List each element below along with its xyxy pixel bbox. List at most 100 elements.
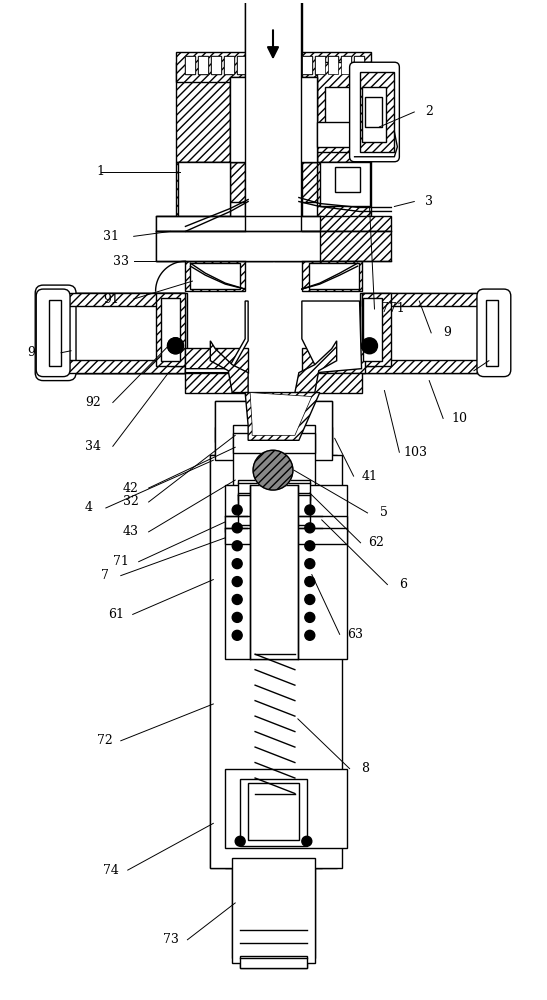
- Bar: [276, 56, 286, 74]
- Bar: [300, 843, 322, 868]
- Bar: [56, 293, 185, 305]
- Bar: [289, 56, 299, 74]
- Bar: [199, 56, 208, 74]
- Bar: [155, 231, 245, 261]
- Bar: [211, 56, 222, 74]
- Bar: [216, 427, 247, 442]
- Bar: [199, 56, 208, 74]
- Text: 3: 3: [425, 195, 433, 208]
- Polygon shape: [302, 301, 362, 373]
- Text: 92: 92: [85, 396, 101, 409]
- Circle shape: [232, 523, 242, 533]
- Text: 63: 63: [347, 628, 364, 641]
- Polygon shape: [295, 341, 336, 393]
- Bar: [232, 858, 315, 963]
- Bar: [224, 56, 234, 74]
- Circle shape: [232, 559, 242, 569]
- Bar: [341, 56, 351, 74]
- Bar: [185, 348, 248, 373]
- Text: 71: 71: [113, 555, 129, 568]
- FancyBboxPatch shape: [36, 289, 70, 377]
- Bar: [300, 863, 315, 958]
- Bar: [317, 62, 371, 152]
- Bar: [233, 425, 243, 437]
- Circle shape: [305, 630, 315, 640]
- Bar: [190, 263, 240, 289]
- Bar: [317, 216, 392, 231]
- Bar: [225, 485, 347, 659]
- Bar: [49, 300, 61, 366]
- Text: 7: 7: [101, 569, 109, 582]
- Bar: [300, 440, 322, 455]
- Text: 9: 9: [443, 326, 451, 339]
- Text: 6: 6: [399, 578, 408, 591]
- Bar: [486, 300, 498, 366]
- Text: 41: 41: [362, 470, 377, 483]
- Bar: [230, 77, 317, 162]
- Bar: [364, 97, 382, 127]
- Text: 42: 42: [123, 482, 139, 495]
- Bar: [185, 56, 195, 74]
- Bar: [300, 427, 331, 442]
- Bar: [341, 56, 351, 74]
- Bar: [225, 516, 238, 528]
- Circle shape: [235, 836, 245, 846]
- Circle shape: [305, 595, 315, 604]
- Bar: [317, 122, 357, 147]
- Bar: [302, 231, 392, 261]
- Circle shape: [232, 630, 242, 640]
- Bar: [263, 56, 273, 74]
- Text: 43: 43: [123, 525, 139, 538]
- Bar: [225, 528, 347, 544]
- Bar: [315, 56, 325, 74]
- Circle shape: [305, 612, 315, 622]
- FancyBboxPatch shape: [477, 289, 511, 377]
- Text: 62: 62: [369, 536, 385, 549]
- Bar: [238, 480, 310, 500]
- Text: 912: 912: [477, 364, 501, 377]
- Bar: [274, 62, 299, 162]
- Bar: [178, 162, 230, 216]
- Circle shape: [253, 450, 293, 490]
- Circle shape: [305, 559, 315, 569]
- Bar: [225, 440, 247, 455]
- Bar: [233, 425, 315, 500]
- Bar: [161, 298, 181, 361]
- Bar: [305, 425, 315, 437]
- Bar: [43, 293, 188, 373]
- Bar: [185, 56, 195, 74]
- Text: 8: 8: [362, 762, 370, 775]
- Text: 72: 72: [97, 734, 113, 747]
- Text: 73: 73: [162, 933, 178, 946]
- Bar: [315, 56, 325, 74]
- Bar: [300, 483, 310, 495]
- Circle shape: [305, 577, 315, 587]
- Bar: [225, 774, 247, 848]
- Bar: [299, 162, 317, 202]
- Circle shape: [232, 505, 242, 515]
- Circle shape: [305, 505, 315, 515]
- Bar: [66, 303, 181, 363]
- Bar: [300, 485, 322, 659]
- Bar: [302, 56, 312, 74]
- Bar: [300, 774, 322, 848]
- Bar: [230, 162, 248, 202]
- Bar: [237, 56, 247, 74]
- Polygon shape: [211, 341, 248, 393]
- Bar: [295, 779, 307, 846]
- Circle shape: [302, 836, 312, 846]
- Bar: [325, 87, 350, 127]
- Bar: [248, 62, 273, 162]
- Bar: [317, 162, 371, 221]
- Bar: [211, 455, 235, 868]
- Bar: [171, 300, 185, 366]
- Polygon shape: [245, 393, 320, 440]
- Text: 771: 771: [381, 302, 404, 315]
- Bar: [250, 56, 260, 74]
- Bar: [362, 300, 376, 366]
- Circle shape: [232, 612, 242, 622]
- Bar: [155, 293, 185, 366]
- Bar: [302, 261, 362, 291]
- Text: 2: 2: [425, 105, 433, 118]
- Bar: [225, 843, 247, 868]
